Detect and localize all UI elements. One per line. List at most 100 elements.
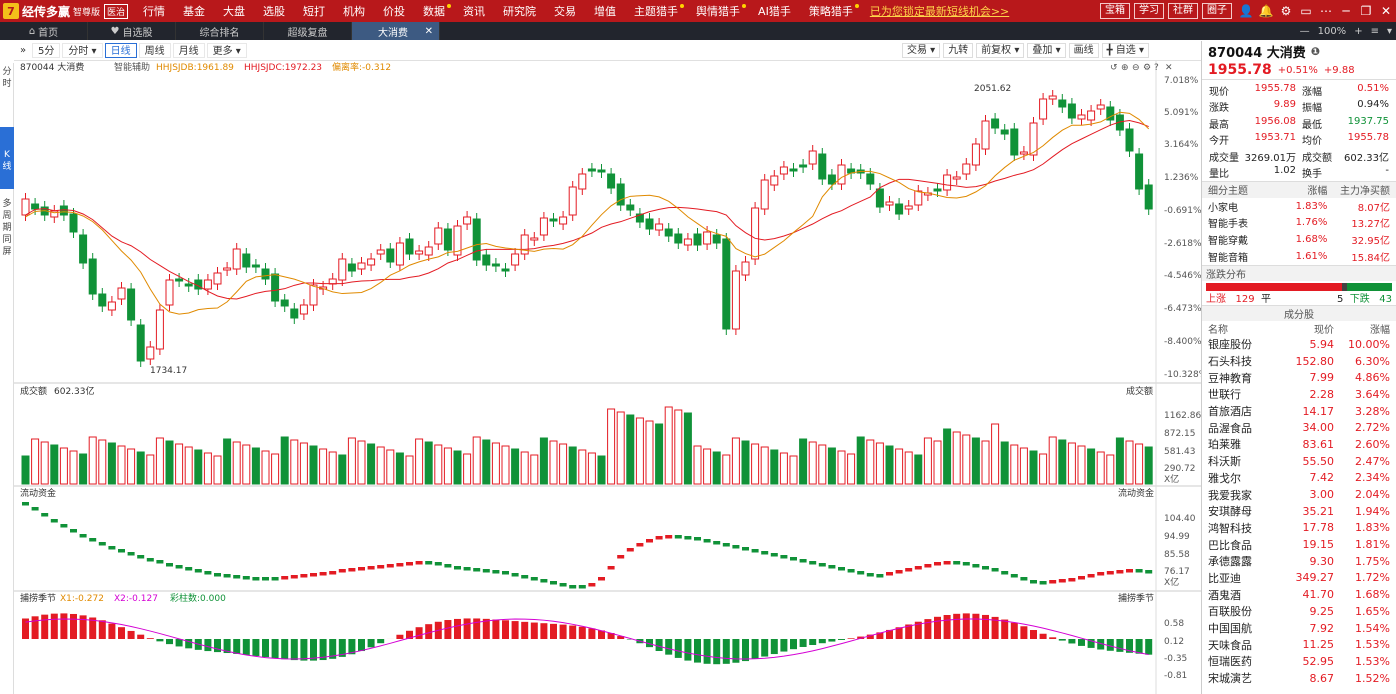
period-button[interactable]: 更多 ▾	[206, 43, 247, 58]
minimize-icon[interactable]: ─	[1342, 4, 1350, 18]
chart-tool-button[interactable]: 叠加 ▾	[1027, 43, 1066, 58]
period-button[interactable]: 日线	[104, 43, 137, 58]
tab-close-icon[interactable]: ✕	[424, 25, 433, 37]
tab-item[interactable]: 综合排名	[176, 22, 264, 40]
side-tab-kline[interactable]: K线	[0, 127, 14, 189]
treasure-button[interactable]: 宝箱	[1100, 3, 1130, 19]
period-button[interactable]: 5分	[32, 43, 61, 58]
candle	[914, 190, 923, 206]
chart-area[interactable]: 870044 大消费 智能辅助 HHJSJDB:1961.89 HHJSJDC:197…	[14, 61, 1201, 694]
logo-icon: 7	[3, 3, 19, 19]
component-row[interactable]: 世联行 2.28 3.64%	[1208, 387, 1390, 402]
component-row[interactable]: 我爱我家 3.00 2.04%	[1208, 488, 1390, 502]
chart-tool-button[interactable]: 交易 ▾	[901, 43, 941, 58]
component-row[interactable]: 首旅酒店 14.17 3.28%	[1208, 404, 1390, 419]
menu-item[interactable]: 主题猎手	[625, 3, 687, 19]
tab-item[interactable]: ♥ 自选股	[88, 22, 176, 40]
component-row[interactable]: 天味食品 11.25 1.53%	[1208, 638, 1390, 652]
menu-item[interactable]: 资讯	[463, 5, 486, 18]
menu-item[interactable]: 机构	[343, 5, 366, 18]
period-button[interactable]: 分时 ▾	[62, 43, 103, 58]
menu-item[interactable]: 交易	[554, 5, 577, 18]
component-row[interactable]: 科沃斯 55.50 2.47%	[1208, 454, 1390, 469]
restore-icon[interactable]: ❐	[1360, 4, 1372, 18]
menu-item[interactable]: 数据	[414, 3, 454, 19]
tab-item[interactable]: 大消费 ✕	[352, 22, 440, 40]
menu-item[interactable]: 行情	[143, 5, 166, 18]
tab-item[interactable]: ⌂ 首页	[0, 22, 88, 40]
component-row[interactable]: 珀莱雅 83.61 2.60%	[1208, 437, 1390, 452]
component-row[interactable]: 鸿智科技 17.78 1.83%	[1208, 521, 1390, 535]
menu-item[interactable]: AI猎手	[758, 5, 791, 18]
component-row[interactable]: 银座股份 5.94 10.00%	[1208, 337, 1390, 352]
component-row[interactable]: 石头科技 152.80 6.30%	[1208, 354, 1390, 369]
season-y-tick: -0.35	[1164, 654, 1187, 664]
menu-item[interactable]: 增值	[594, 5, 617, 18]
side-tab-multi[interactable]: 多周期同屏	[2, 199, 12, 257]
volume-y-tick: 872.15	[1164, 429, 1196, 439]
tab-list-icon[interactable]: ▾	[1386, 25, 1392, 37]
theme-row[interactable]: 智能手表 1.76% 13.27亿	[1208, 217, 1390, 231]
theme-row[interactable]: 智能音箱 1.61% 15.84亿	[1208, 251, 1390, 265]
component-row[interactable]: 百联股份 9.25 1.65%	[1208, 604, 1390, 619]
tab-item[interactable]: 超级复盘	[264, 22, 352, 40]
component-row[interactable]: 酒鬼酒 41.70 1.68%	[1208, 588, 1390, 602]
bell-icon[interactable]: 🔔	[1258, 4, 1274, 18]
chart-tool-icon[interactable]: ⚙	[1143, 63, 1151, 73]
component-row[interactable]: 安琪酵母 35.21 1.94%	[1208, 504, 1390, 519]
menu-item[interactable]: 基金	[183, 5, 206, 18]
theme-row[interactable]: 智能穿戴 1.68% 32.95亿	[1208, 234, 1390, 248]
candle	[1010, 128, 1019, 156]
flow-bar	[953, 561, 961, 565]
window-icon[interactable]: ▭	[1300, 4, 1312, 18]
chart-tool-icon[interactable]: ⊖	[1132, 63, 1140, 73]
menu-item[interactable]: 短打	[303, 5, 326, 18]
period-button[interactable]: 周线	[138, 43, 171, 58]
component-row[interactable]: 雅戈尔 7.42 2.34%	[1208, 471, 1390, 485]
menu-item[interactable]: 舆情猎手	[687, 3, 749, 19]
menu-item[interactable]: 策略猎手	[800, 3, 862, 19]
chart-tool-icon[interactable]: ?	[1154, 63, 1159, 73]
component-row[interactable]: 中国国航 7.92 1.54%	[1208, 621, 1390, 636]
user-icon[interactable]: 👤	[1238, 4, 1254, 18]
close-icon[interactable]: ✕	[1380, 4, 1392, 18]
season-bar	[559, 624, 567, 639]
more-icon[interactable]: ⋯	[1320, 4, 1332, 18]
tab-menu-icon[interactable]: ≡	[1370, 25, 1379, 37]
study-button[interactable]: 学习	[1134, 3, 1164, 19]
chart-tool-icon[interactable]: ⊕	[1121, 63, 1129, 73]
component-row[interactable]: 品渥食品 34.00 2.72%	[1208, 421, 1390, 435]
zoom-out-icon[interactable]: —	[1299, 25, 1310, 37]
menu-item[interactable]: 研究院	[503, 5, 537, 18]
candle	[309, 284, 318, 306]
component-row[interactable]: 比亚迪 349.27 1.72%	[1208, 571, 1390, 585]
chart-tool-button[interactable]: 画线	[1068, 43, 1099, 58]
info-icon[interactable]: ❶	[1310, 44, 1321, 58]
circle-button[interactable]: 圈子	[1202, 3, 1232, 19]
component-row[interactable]: 恒瑞医药 52.95 1.53%	[1208, 654, 1390, 669]
app-tag[interactable]: 医治	[104, 3, 129, 19]
period-button[interactable]: 月线	[172, 43, 205, 58]
chart-tool-icon[interactable]: ✕	[1165, 63, 1173, 73]
menu-item[interactable]: 选股	[263, 5, 286, 18]
component-row[interactable]: 豆神教育 7.99 4.86%	[1208, 371, 1390, 385]
promo-link[interactable]: 已为您锁定最新短线机会>>	[869, 5, 1010, 18]
chart-tool-button[interactable]: ╋ 自选 ▾	[1101, 43, 1149, 58]
chart-tool-button[interactable]: 前复权 ▾	[976, 43, 1025, 58]
zoom-in-icon[interactable]: +	[1354, 25, 1363, 37]
gear-icon[interactable]: ⚙	[1280, 4, 1292, 18]
chart-tool-button[interactable]: 九转	[943, 43, 974, 58]
community-button[interactable]: 社群	[1168, 3, 1198, 19]
candle	[290, 308, 299, 319]
menu-item[interactable]: 大盘	[223, 5, 246, 18]
candle	[597, 169, 606, 173]
expand-icon[interactable]: »	[19, 45, 27, 56]
component-row[interactable]: 巴比食品 19.15 1.81%	[1208, 538, 1390, 552]
menu-item[interactable]: 价投	[383, 5, 406, 18]
chart-tool-icon[interactable]: ↺	[1110, 63, 1118, 73]
theme-row[interactable]: 小家电 1.83% 8.07亿	[1208, 200, 1390, 214]
component-row[interactable]: 宋城演艺 8.67 1.52%	[1208, 671, 1390, 686]
candle	[223, 267, 232, 271]
component-row[interactable]: 承德露露 9.30 1.75%	[1208, 554, 1390, 569]
side-tab-timeshare[interactable]: 分时	[2, 67, 12, 89]
